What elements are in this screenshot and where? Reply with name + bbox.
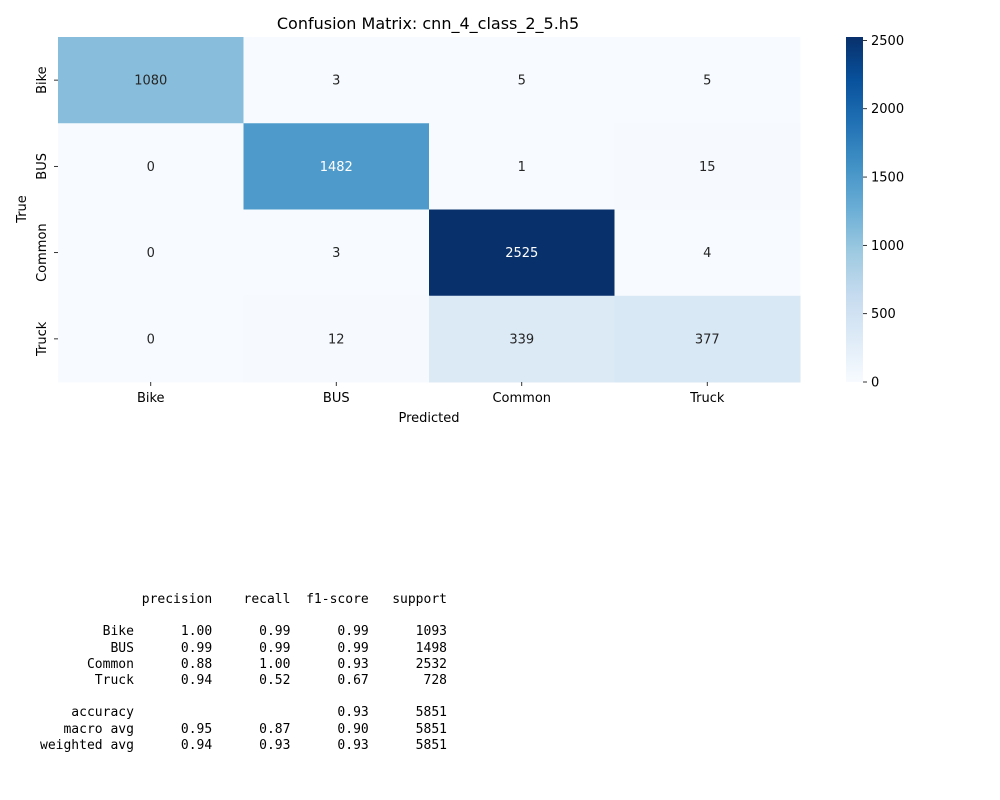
- colorbar-tick-label: 1000: [871, 239, 904, 254]
- heatmap-cell: [429, 209, 615, 297]
- heatmap-cell: [614, 37, 801, 124]
- colorbar-tick-label: 2000: [871, 102, 904, 117]
- heatmap-cell: [243, 37, 430, 124]
- heatmap-cell: [429, 37, 615, 124]
- cell-value-label: 5: [518, 74, 526, 89]
- cell-value-label: 1080: [134, 74, 167, 89]
- cell-value-label: 2525: [505, 246, 538, 261]
- x-tick-label: Bike: [137, 391, 165, 406]
- heatmap-cell: [614, 295, 801, 383]
- cell-value-label: 5: [703, 74, 711, 89]
- x-tick-label: Truck: [689, 391, 725, 406]
- cell-value-label: 0: [147, 332, 155, 347]
- cell-value-label: 0: [147, 246, 155, 261]
- y-tick-label: Bike: [35, 66, 50, 94]
- cell-value-label: 377: [695, 332, 720, 347]
- chart-title: Confusion Matrix: cnn_4_class_2_5.h5: [277, 14, 579, 34]
- cell-value-label: 0: [147, 160, 155, 175]
- cell-value-label: 1482: [320, 160, 353, 175]
- x-axis-label: Predicted: [398, 411, 459, 426]
- heatmap-cell: [614, 123, 801, 210]
- y-tick-label: Common: [35, 223, 50, 282]
- colorbar-tick-label: 500: [871, 307, 896, 322]
- y-tick-label: Truck: [35, 321, 50, 357]
- heatmap-cell: [429, 123, 615, 210]
- x-tick-label: Common: [492, 391, 551, 406]
- colorbar-ticks: 0 500 1000 1500 2000 2500: [863, 34, 904, 391]
- heatmap-plot: 1080 3 5 5 0 1482 1 15 0 3 2525 4 0 12 339 377: [58, 37, 801, 383]
- heatmap-cell: [58, 209, 244, 297]
- cell-value-label: 4: [703, 246, 711, 261]
- cell-value-label: 12: [328, 332, 345, 347]
- colorbar: [846, 37, 863, 382]
- heatmap-cell: [243, 209, 430, 297]
- heatmap-cell: [243, 295, 430, 383]
- colorbar-tick-label: 0: [871, 376, 879, 391]
- heatmap-cell: [58, 123, 244, 210]
- x-tick-label: BUS: [323, 391, 350, 406]
- cell-value-label: 15: [699, 160, 716, 175]
- heatmap-cell: [243, 123, 430, 210]
- cell-value-label: 3: [332, 246, 340, 261]
- y-tick-label: BUS: [35, 153, 50, 180]
- cell-value-label: 3: [332, 74, 340, 89]
- heatmap-cell: [614, 209, 801, 297]
- colorbar-tick-label: 2500: [871, 34, 904, 49]
- heatmap-cell: [58, 295, 244, 383]
- heatmap-cell: [58, 37, 244, 124]
- heatmap-cell: [429, 295, 615, 383]
- classification-report: precision recall f1-score support Bike 1…: [40, 592, 447, 753]
- cell-value-label: 1: [518, 160, 526, 175]
- cell-value-label: 339: [509, 332, 534, 347]
- colorbar-tick-label: 1500: [871, 171, 904, 186]
- heatmap-axes: Bike BUS Common Truck Bike BUS Common Truck: [35, 66, 725, 406]
- y-axis-label: True: [15, 195, 30, 224]
